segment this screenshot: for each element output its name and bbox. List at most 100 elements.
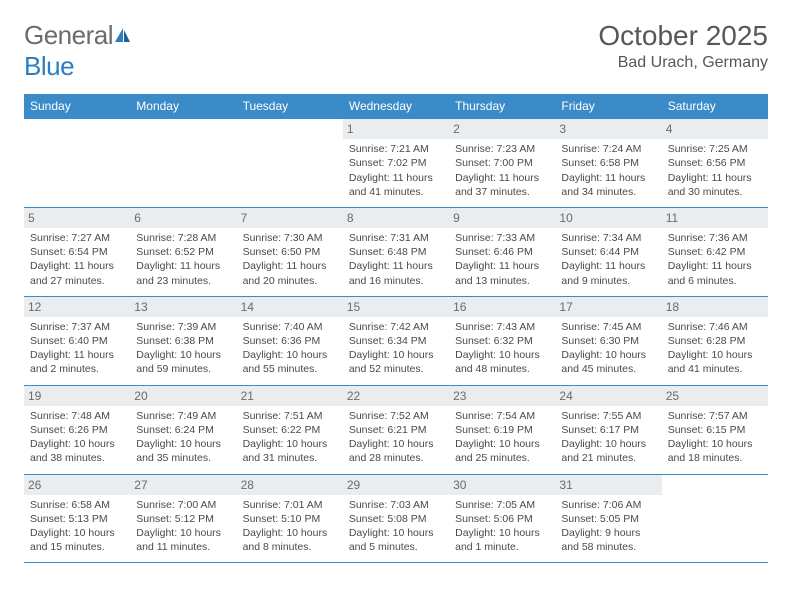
sunset-text: Sunset: 6:36 PM [243, 334, 337, 348]
sunset-text: Sunset: 5:05 PM [561, 512, 655, 526]
calendar-day-cell: 5Sunrise: 7:27 AMSunset: 6:54 PMDaylight… [24, 207, 130, 296]
calendar-day-cell: 4Sunrise: 7:25 AMSunset: 6:56 PMDaylight… [662, 119, 768, 208]
daylight-text: Daylight: 9 hours and 58 minutes. [561, 526, 655, 554]
sunrise-text: Sunrise: 7:05 AM [455, 498, 549, 512]
calendar-day-cell: 16Sunrise: 7:43 AMSunset: 6:32 PMDayligh… [449, 296, 555, 385]
calendar-day-cell [662, 474, 768, 563]
daylight-text: Daylight: 11 hours and 6 minutes. [668, 259, 762, 287]
calendar-day-cell: 17Sunrise: 7:45 AMSunset: 6:30 PMDayligh… [555, 296, 661, 385]
header: GeneralBlue October 2025 Bad Urach, Germ… [24, 20, 768, 82]
sunrise-text: Sunrise: 7:45 AM [561, 320, 655, 334]
sunrise-text: Sunrise: 7:06 AM [561, 498, 655, 512]
sunrise-text: Sunrise: 7:36 AM [668, 231, 762, 245]
sunrise-text: Sunrise: 6:58 AM [30, 498, 124, 512]
daylight-text: Daylight: 10 hours and 21 minutes. [561, 437, 655, 465]
sunset-text: Sunset: 6:17 PM [561, 423, 655, 437]
calendar-day-cell: 8Sunrise: 7:31 AMSunset: 6:48 PMDaylight… [343, 207, 449, 296]
sunrise-text: Sunrise: 7:40 AM [243, 320, 337, 334]
day-number: 3 [555, 119, 661, 139]
calendar-day-cell: 3Sunrise: 7:24 AMSunset: 6:58 PMDaylight… [555, 119, 661, 208]
day-number: 25 [662, 386, 768, 406]
daylight-text: Daylight: 10 hours and 38 minutes. [30, 437, 124, 465]
sunrise-text: Sunrise: 7:31 AM [349, 231, 443, 245]
sunset-text: Sunset: 6:28 PM [668, 334, 762, 348]
calendar-day-cell: 22Sunrise: 7:52 AMSunset: 6:21 PMDayligh… [343, 385, 449, 474]
sunset-text: Sunset: 5:08 PM [349, 512, 443, 526]
sunset-text: Sunset: 6:52 PM [136, 245, 230, 259]
sunset-text: Sunset: 6:50 PM [243, 245, 337, 259]
calendar-body: 1Sunrise: 7:21 AMSunset: 7:02 PMDaylight… [24, 119, 768, 563]
day-header: Tuesday [237, 94, 343, 119]
day-number: 16 [449, 297, 555, 317]
sunrise-text: Sunrise: 7:33 AM [455, 231, 549, 245]
daylight-text: Daylight: 10 hours and 1 minute. [455, 526, 549, 554]
daylight-text: Daylight: 11 hours and 34 minutes. [561, 171, 655, 199]
sunrise-text: Sunrise: 7:46 AM [668, 320, 762, 334]
day-number: 30 [449, 475, 555, 495]
day-number: 22 [343, 386, 449, 406]
sunset-text: Sunset: 5:10 PM [243, 512, 337, 526]
sunset-text: Sunset: 6:46 PM [455, 245, 549, 259]
sunrise-text: Sunrise: 7:42 AM [349, 320, 443, 334]
daylight-text: Daylight: 11 hours and 13 minutes. [455, 259, 549, 287]
sunrise-text: Sunrise: 7:24 AM [561, 142, 655, 156]
sunrise-text: Sunrise: 7:51 AM [243, 409, 337, 423]
calendar-day-cell: 25Sunrise: 7:57 AMSunset: 6:15 PMDayligh… [662, 385, 768, 474]
day-number: 6 [130, 208, 236, 228]
day-number: 19 [24, 386, 130, 406]
sunrise-text: Sunrise: 7:23 AM [455, 142, 549, 156]
calendar-day-cell: 18Sunrise: 7:46 AMSunset: 6:28 PMDayligh… [662, 296, 768, 385]
daylight-text: Daylight: 10 hours and 11 minutes. [136, 526, 230, 554]
daylight-text: Daylight: 10 hours and 31 minutes. [243, 437, 337, 465]
day-number: 17 [555, 297, 661, 317]
calendar-day-cell: 24Sunrise: 7:55 AMSunset: 6:17 PMDayligh… [555, 385, 661, 474]
sunrise-text: Sunrise: 7:28 AM [136, 231, 230, 245]
calendar-week-row: 1Sunrise: 7:21 AMSunset: 7:02 PMDaylight… [24, 119, 768, 208]
sunset-text: Sunset: 7:02 PM [349, 156, 443, 170]
calendar-day-cell: 7Sunrise: 7:30 AMSunset: 6:50 PMDaylight… [237, 207, 343, 296]
daylight-text: Daylight: 10 hours and 45 minutes. [561, 348, 655, 376]
daylight-text: Daylight: 10 hours and 35 minutes. [136, 437, 230, 465]
day-number: 21 [237, 386, 343, 406]
day-number: 11 [662, 208, 768, 228]
calendar-day-cell: 29Sunrise: 7:03 AMSunset: 5:08 PMDayligh… [343, 474, 449, 563]
calendar-week-row: 26Sunrise: 6:58 AMSunset: 5:13 PMDayligh… [24, 474, 768, 563]
day-number: 29 [343, 475, 449, 495]
calendar-day-cell [130, 119, 236, 208]
sunrise-text: Sunrise: 7:27 AM [30, 231, 124, 245]
logo-sail-icon [113, 20, 133, 51]
sunset-text: Sunset: 6:44 PM [561, 245, 655, 259]
day-number: 15 [343, 297, 449, 317]
sunset-text: Sunset: 6:38 PM [136, 334, 230, 348]
logo-blue: Blue [24, 51, 74, 81]
calendar-week-row: 12Sunrise: 7:37 AMSunset: 6:40 PMDayligh… [24, 296, 768, 385]
location: Bad Urach, Germany [598, 54, 768, 72]
sunset-text: Sunset: 6:34 PM [349, 334, 443, 348]
day-number: 18 [662, 297, 768, 317]
sunrise-text: Sunrise: 7:37 AM [30, 320, 124, 334]
daylight-text: Daylight: 11 hours and 20 minutes. [243, 259, 337, 287]
day-number: 27 [130, 475, 236, 495]
calendar-header-row: SundayMondayTuesdayWednesdayThursdayFrid… [24, 94, 768, 119]
day-number: 12 [24, 297, 130, 317]
sunset-text: Sunset: 6:21 PM [349, 423, 443, 437]
daylight-text: Daylight: 10 hours and 48 minutes. [455, 348, 549, 376]
daylight-text: Daylight: 10 hours and 28 minutes. [349, 437, 443, 465]
calendar-day-cell: 1Sunrise: 7:21 AMSunset: 7:02 PMDaylight… [343, 119, 449, 208]
sunrise-text: Sunrise: 7:43 AM [455, 320, 549, 334]
day-header: Friday [555, 94, 661, 119]
daylight-text: Daylight: 11 hours and 27 minutes. [30, 259, 124, 287]
calendar-day-cell: 23Sunrise: 7:54 AMSunset: 6:19 PMDayligh… [449, 385, 555, 474]
calendar-day-cell: 6 Sunrise: 7:28 AMSunset: 6:52 PMDaylight… [130, 207, 236, 296]
daylight-text: Daylight: 11 hours and 23 minutes. [136, 259, 230, 287]
daylight-text: Daylight: 11 hours and 9 minutes. [561, 259, 655, 287]
calendar-day-cell: 14Sunrise: 7:40 AMSunset: 6:36 PMDayligh… [237, 296, 343, 385]
calendar-day-cell: 20Sunrise: 7:49 AMSunset: 6:24 PMDayligh… [130, 385, 236, 474]
daylight-text: Daylight: 10 hours and 25 minutes. [455, 437, 549, 465]
day-number: 10 [555, 208, 661, 228]
day-number: 5 [24, 208, 130, 228]
calendar-day-cell: 21Sunrise: 7:51 AMSunset: 6:22 PMDayligh… [237, 385, 343, 474]
title-block: October 2025 Bad Urach, Germany [598, 20, 768, 72]
calendar-day-cell: 19Sunrise: 7:48 AMSunset: 6:26 PMDayligh… [24, 385, 130, 474]
sunrise-text: Sunrise: 7:49 AM [136, 409, 230, 423]
